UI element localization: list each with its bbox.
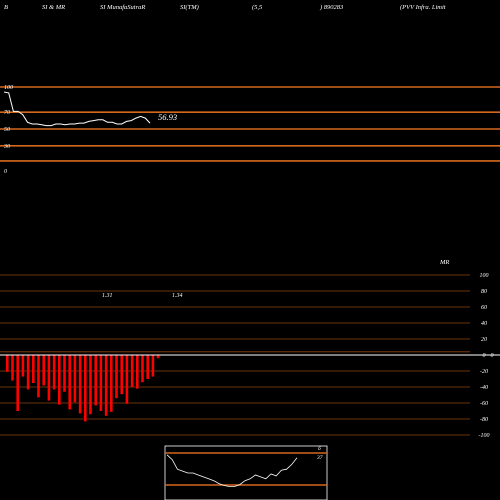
mrsi-tick-label: -20 xyxy=(480,369,488,375)
rsi-last-value-label: 56.93 xyxy=(158,112,177,122)
header-item-1: B xyxy=(4,4,8,11)
mrsi-bar xyxy=(52,355,56,390)
mrsi-bar xyxy=(151,355,155,377)
header-item-3: SI MunafaSutraR xyxy=(100,4,146,11)
mrsi-bar xyxy=(78,355,82,414)
mrsi-bar xyxy=(130,355,134,387)
mrsi-bar xyxy=(47,355,51,401)
mrsi-tick-label: -60 xyxy=(480,401,488,407)
mrsi-grid-lines xyxy=(0,274,470,436)
mini-panel: 6 37 xyxy=(164,445,328,500)
mrsi-annotation-2: 1.34 xyxy=(172,292,183,299)
mini-frame xyxy=(164,445,328,500)
mrsi-panel: 100 80 60 40 20 0 0 -20 -40 -60 -80 -100 MR 1.31 1.… xyxy=(0,259,500,439)
mini-level-label-top: 6 xyxy=(318,446,321,452)
rsi-tick-label: 100 xyxy=(4,85,13,91)
mrsi-bar xyxy=(26,355,30,390)
header-item-2: SI & MR xyxy=(42,4,66,11)
mrsi-bar xyxy=(94,355,97,406)
mrsi-tick-label: 20 xyxy=(481,337,487,343)
rsi-tick-label: 50 xyxy=(4,127,10,133)
mrsi-bar xyxy=(156,355,160,359)
mrsi-bar xyxy=(84,355,87,422)
mrsi-bar xyxy=(21,355,25,377)
mrsi-bar xyxy=(42,355,45,386)
mrsi-bars xyxy=(6,355,160,422)
rsi-level-lines xyxy=(0,86,500,162)
mini-series-line xyxy=(166,454,298,487)
mrsi-tick-label: 0 xyxy=(483,353,486,359)
rsi-tick-label: 30 xyxy=(3,144,10,150)
mrsi-bar xyxy=(136,355,139,389)
mrsi-bar xyxy=(16,355,19,411)
header-item-6: ) 890283 xyxy=(320,4,344,11)
mrsi-bar xyxy=(104,355,108,416)
mrsi-tick-label: 60 xyxy=(481,305,487,311)
mrsi-tick-label: 40 xyxy=(481,320,487,327)
mrsi-tick-label: -40 xyxy=(480,384,488,391)
rsi-series-line xyxy=(3,91,151,127)
mrsi-bar xyxy=(32,355,35,383)
header-item-5: (5,5 xyxy=(252,4,263,11)
mrsi-bar xyxy=(141,355,144,383)
mrsi-tick-label: 80 xyxy=(481,289,487,295)
mrsi-bar xyxy=(63,355,66,392)
mrsi-axis-ticks: 100 80 60 40 20 0 0 -20 -40 -60 -80 -100 xyxy=(479,273,494,439)
mrsi-tick-label: -80 xyxy=(480,417,488,423)
mrsi-bar xyxy=(58,355,61,405)
mrsi-bar xyxy=(99,355,103,411)
mrsi-bar xyxy=(6,355,9,372)
mrsi-bar xyxy=(89,355,92,415)
mrsi-bar xyxy=(115,355,118,399)
mrsi-bar xyxy=(68,355,71,410)
mrsi-bar xyxy=(73,355,77,403)
mini-level-label-bottom: 37 xyxy=(316,455,323,461)
rsi-axis-ticks: 100 70 50 30 0 xyxy=(3,85,13,175)
mrsi-bar xyxy=(125,355,129,404)
mrsi-bar xyxy=(37,355,40,398)
mrsi-tick-label: 0 xyxy=(491,353,494,359)
rsi-tick-label: 70 xyxy=(4,110,10,116)
header-item-4: SI(TM) xyxy=(180,4,199,11)
rsi-panel: 100 70 50 30 0 56.93 xyxy=(0,85,500,175)
rsi-tick-label: 0 xyxy=(4,169,7,175)
mrsi-tick-label: 100 xyxy=(480,273,489,279)
mrsi-bar xyxy=(11,355,14,381)
mrsi-label: MR xyxy=(439,259,449,266)
mrsi-bar xyxy=(146,355,149,379)
mrsi-bar xyxy=(110,355,113,412)
mrsi-tick-label: -100 xyxy=(479,433,490,439)
header-item-7: (PVV Infra. Limit xyxy=(400,4,446,11)
mrsi-annotation-1: 1.31 xyxy=(102,293,113,299)
mrsi-bar xyxy=(120,355,123,395)
